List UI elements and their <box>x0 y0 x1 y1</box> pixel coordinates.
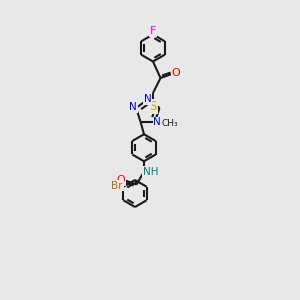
Text: Br: Br <box>111 181 123 190</box>
Text: N: N <box>130 102 137 112</box>
Text: O: O <box>116 175 125 185</box>
Text: CH₃: CH₃ <box>161 119 178 128</box>
Text: N: N <box>144 94 152 104</box>
Text: F: F <box>150 26 156 36</box>
Text: N: N <box>153 118 161 128</box>
Text: O: O <box>172 68 180 79</box>
Text: S: S <box>149 100 157 113</box>
Text: NH: NH <box>142 167 158 177</box>
